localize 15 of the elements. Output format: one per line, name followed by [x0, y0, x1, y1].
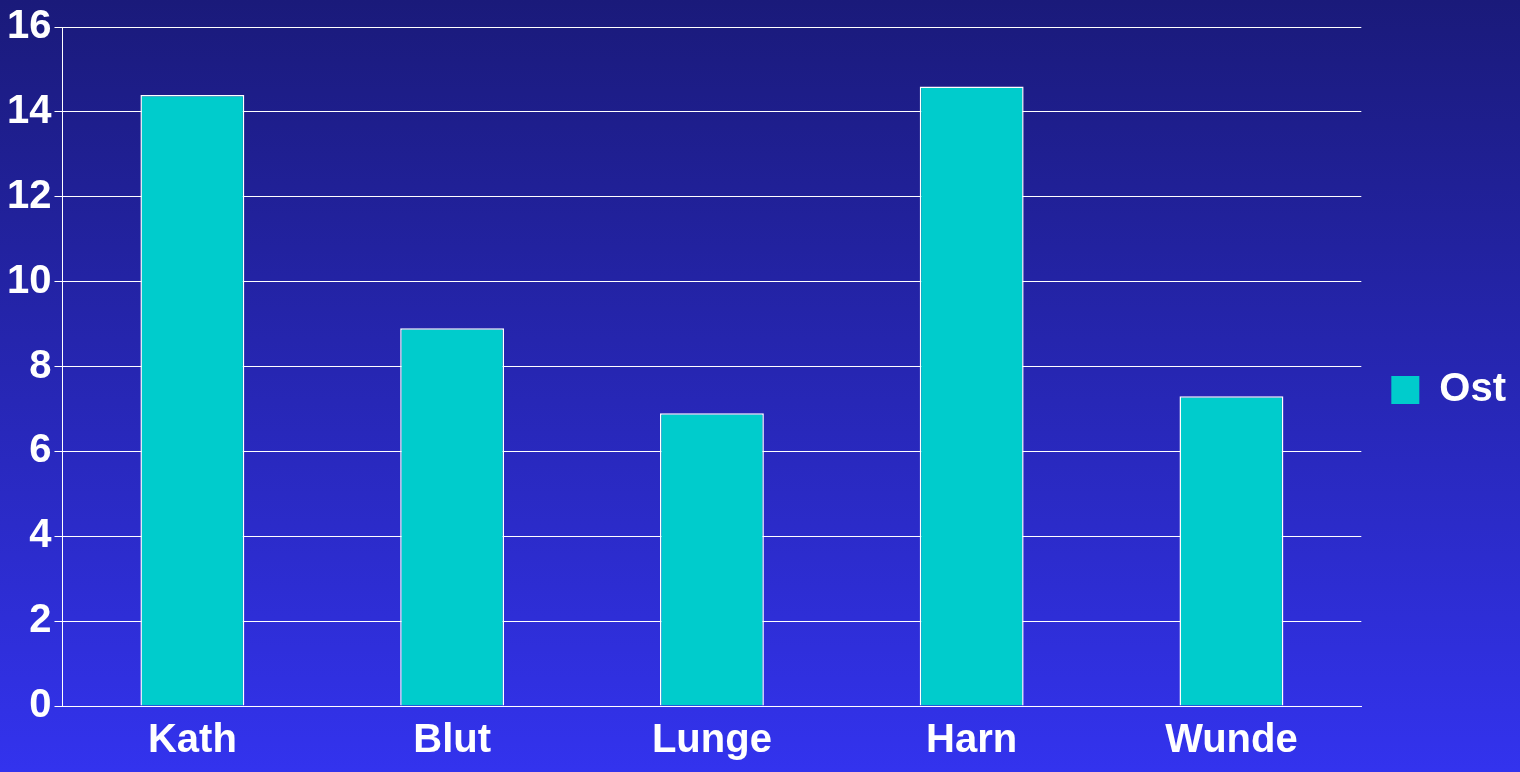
legend-label: Ost: [1439, 365, 1507, 410]
y-tick-label: 6: [29, 426, 52, 471]
x-tick-label: Harn: [926, 716, 1018, 761]
y-tick-label: 16: [6, 2, 52, 47]
y-tick-label: 12: [6, 171, 52, 216]
y-tick-label: 14: [6, 86, 53, 131]
y-tick-label: 8: [29, 341, 52, 386]
x-tick-label: Lunge: [651, 716, 772, 761]
y-tick-label: 2: [29, 596, 52, 641]
y-tick-label: 0: [29, 681, 52, 726]
y-tick-label: 10: [6, 256, 52, 301]
x-tick-label: Wunde: [1165, 716, 1298, 761]
x-tick-label: Blut: [413, 716, 492, 761]
x-tick-label: Kath: [147, 716, 237, 761]
y-tick-label: 4: [29, 511, 53, 556]
